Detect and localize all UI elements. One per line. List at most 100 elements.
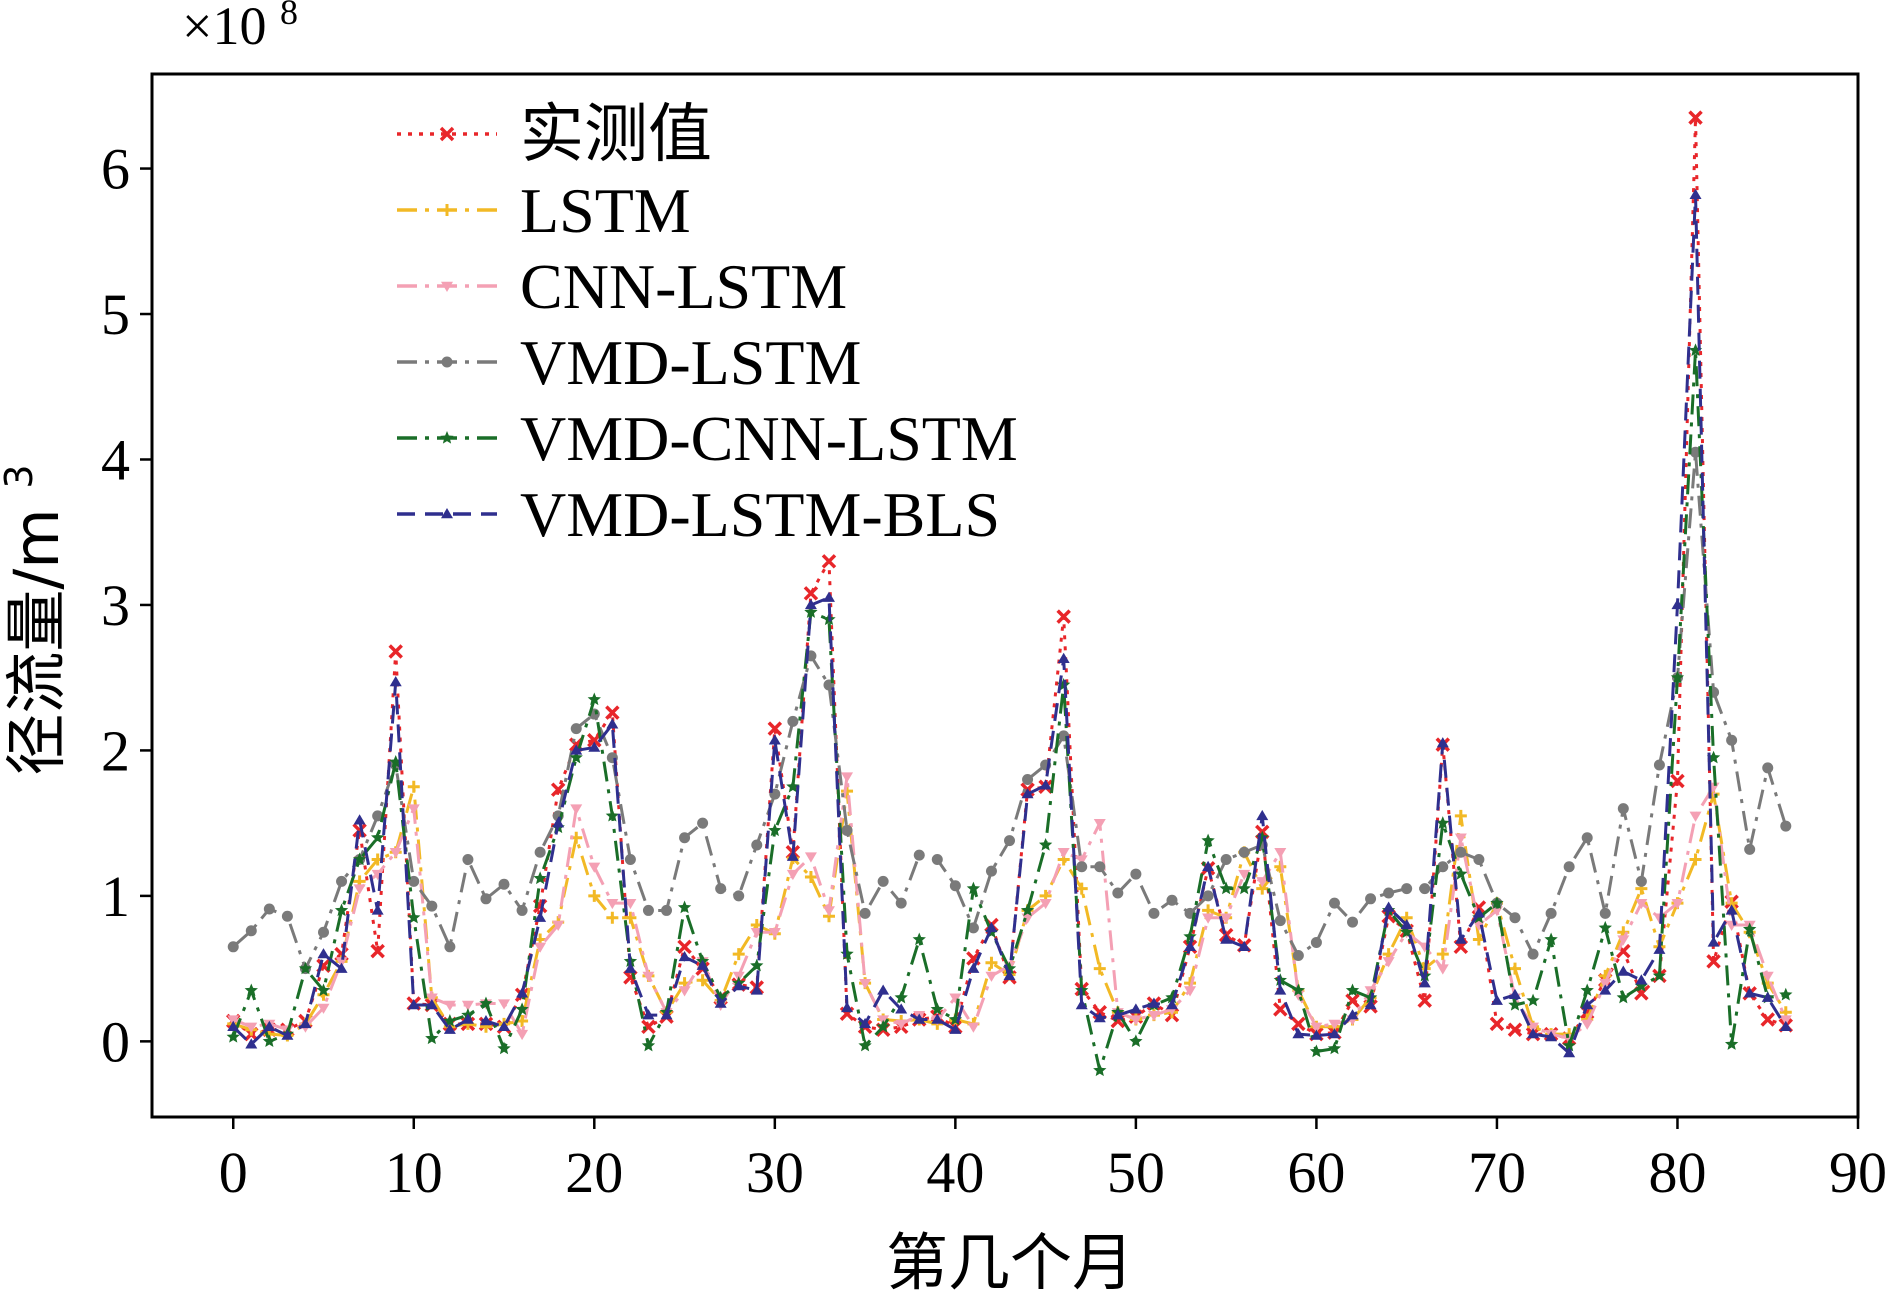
data-point <box>480 893 492 905</box>
legend: 实测值LSTMCNN-LSTMVMD-LSTMVMD-CNN-LSTMVMD-L… <box>397 99 1018 550</box>
data-point <box>1779 1020 1792 1032</box>
data-point <box>371 869 384 881</box>
data-point <box>841 1001 854 1013</box>
data-point <box>1635 974 1648 985</box>
data-point <box>768 823 782 837</box>
data-point <box>353 814 366 825</box>
data-point <box>552 920 565 931</box>
data-point <box>624 854 636 866</box>
data-point <box>786 850 799 861</box>
data-point <box>859 907 871 919</box>
data-point <box>660 1009 673 1020</box>
data-point <box>967 962 980 973</box>
y-axis-title-text: 径流量/m <box>0 508 73 775</box>
data-point <box>1760 1012 1775 1027</box>
data-point <box>245 925 257 937</box>
x-tick-label: 50 <box>1107 1140 1165 1205</box>
data-point <box>370 943 385 959</box>
data-point <box>1744 843 1756 855</box>
data-point <box>1581 832 1593 844</box>
data-point <box>1310 1029 1323 1040</box>
data-point <box>461 1000 474 1011</box>
data-point <box>931 1013 944 1024</box>
series-3 <box>227 446 1792 975</box>
data-point <box>1220 933 1233 944</box>
legend-label: VMD-CNN-LSTM <box>520 403 1018 474</box>
data-point <box>877 984 890 995</box>
data-point <box>1345 983 1360 997</box>
series-line-0 <box>232 116 1787 1040</box>
data-point <box>1454 809 1467 822</box>
data-point <box>1347 916 1359 928</box>
data-point <box>1743 987 1756 998</box>
data-point <box>913 849 925 861</box>
legend-label: LSTM <box>520 175 691 246</box>
data-point <box>1418 977 1431 988</box>
data-point <box>425 1031 439 1045</box>
data-point <box>895 1003 908 1014</box>
x-axis-title: 第几个月 <box>886 1226 1134 1299</box>
data-point <box>913 1013 926 1024</box>
data-point <box>678 986 691 997</box>
data-point <box>1527 1022 1540 1033</box>
y-tick-label: 0 <box>101 1009 130 1074</box>
data-point <box>1021 788 1034 799</box>
data-point <box>1220 913 1233 924</box>
axes: 0 10 20 30 40 50 60 70 80 90 0 1 2 3 4 5 6 <box>101 72 1887 1205</box>
data-point <box>1454 933 1467 944</box>
data-point <box>1599 907 1611 919</box>
data-point <box>1761 991 1774 1002</box>
data-point <box>1508 988 1521 1000</box>
data-point <box>1437 861 1449 873</box>
series-line-3 <box>232 450 1788 971</box>
y-tick-label: 2 <box>101 718 130 783</box>
data-point <box>281 1029 294 1040</box>
data-point <box>661 904 673 916</box>
data-point <box>1202 913 1215 924</box>
data-point <box>1130 868 1142 880</box>
data-point <box>606 911 619 924</box>
data-point <box>1490 896 1504 909</box>
data-point <box>1129 1034 1143 1048</box>
data-point <box>1291 1016 1306 1032</box>
data-point <box>515 1002 529 1016</box>
data-point <box>858 1038 872 1052</box>
data-point <box>751 839 763 851</box>
y-tick-label: 1 <box>101 864 130 929</box>
data-point <box>1490 994 1503 1005</box>
data-point <box>498 1020 511 1032</box>
data-point <box>750 958 764 972</box>
data-point <box>697 817 709 829</box>
data-point <box>227 1015 240 1026</box>
data-point <box>679 832 691 844</box>
data-point <box>1165 998 1178 1010</box>
data-point <box>1689 811 1702 822</box>
data-point <box>1472 920 1485 931</box>
data-point <box>985 921 998 933</box>
data-point <box>479 1014 492 1026</box>
data-point <box>1202 860 1215 871</box>
data-point <box>895 1019 908 1030</box>
data-point <box>1779 987 1793 1001</box>
legend-marker <box>441 281 453 292</box>
data-point <box>1093 1012 1106 1023</box>
data-point <box>1057 652 1070 663</box>
data-point <box>642 1009 655 1020</box>
series-5 <box>227 188 1792 1058</box>
data-point <box>299 1017 312 1029</box>
data-point <box>803 586 819 601</box>
data-point <box>876 1019 890 1033</box>
data-point <box>1184 986 1197 997</box>
data-point <box>1725 904 1738 915</box>
data-point <box>461 1013 474 1024</box>
data-point <box>479 996 493 1010</box>
data-point <box>985 956 998 969</box>
data-point <box>1147 1010 1160 1022</box>
svg-text:×10 8: ×10 8 <box>182 0 298 56</box>
y-multiplier-base: ×10 <box>182 0 266 56</box>
data-point <box>677 900 692 914</box>
y-multiplier-exponent: 8 <box>280 0 298 32</box>
data-point <box>967 922 979 934</box>
data-point <box>1472 907 1485 918</box>
data-point <box>1617 803 1629 815</box>
